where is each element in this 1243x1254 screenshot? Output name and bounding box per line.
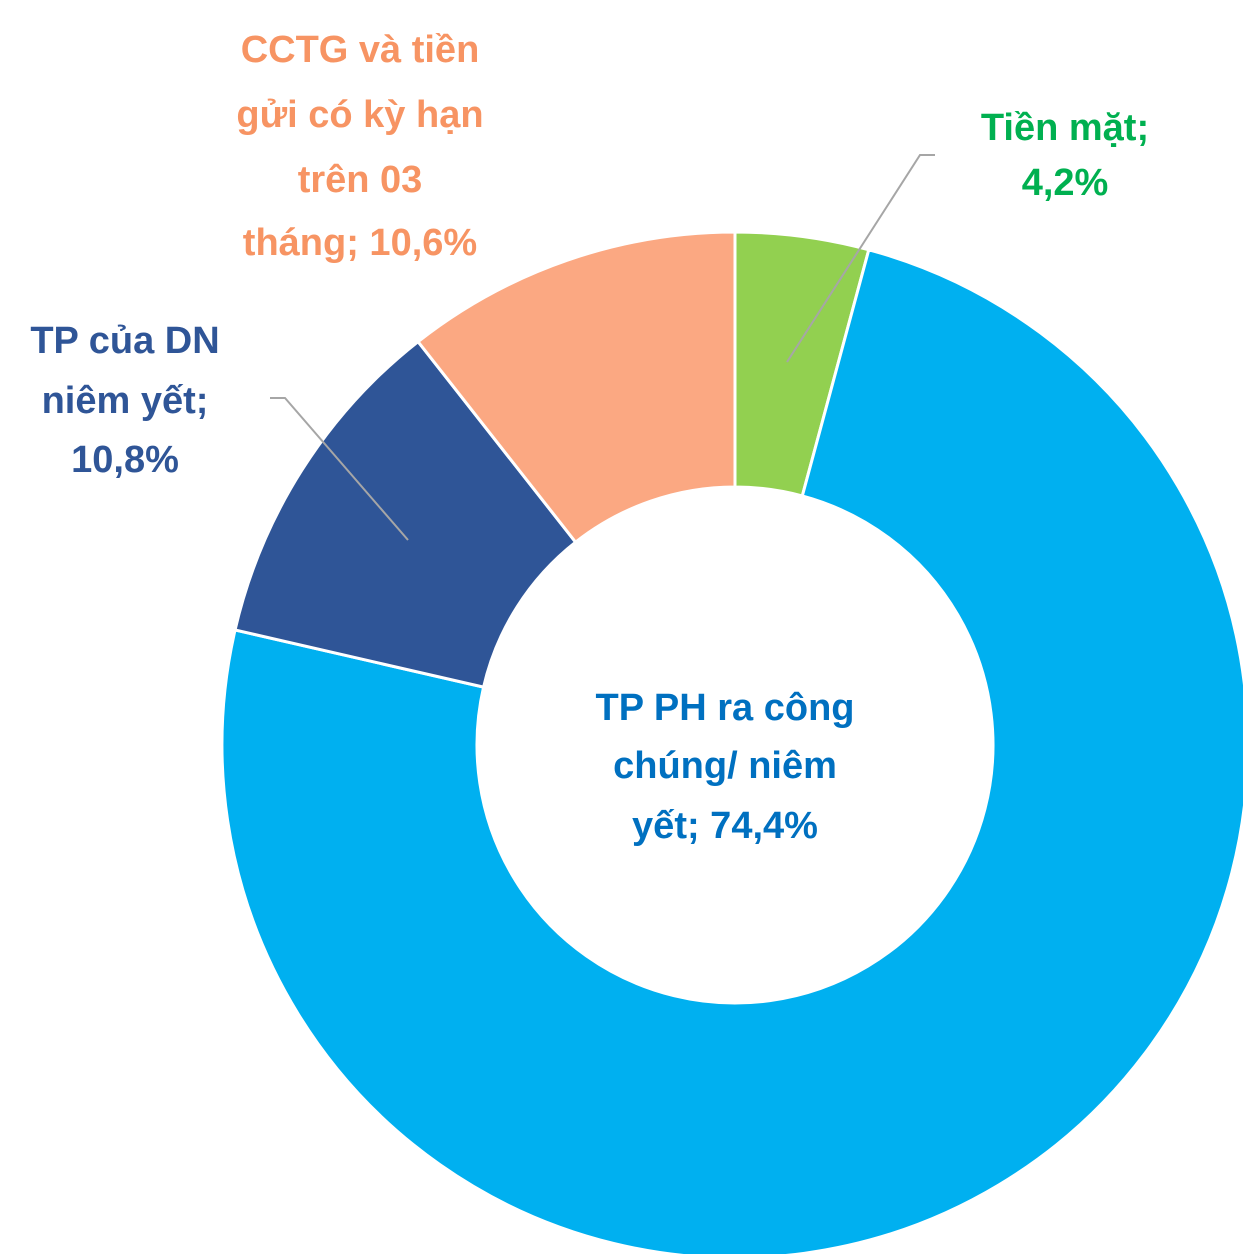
data-label: gửi có kỳ hạn xyxy=(236,94,483,136)
data-label: tháng; 10,6% xyxy=(243,222,477,264)
leader-line xyxy=(270,397,409,541)
data-label: 4,2% xyxy=(1022,162,1109,204)
data-label: 10,8% xyxy=(71,439,179,481)
data-label: trên 03 xyxy=(298,159,423,201)
slice xyxy=(415,230,737,545)
data-label: niêm yết; xyxy=(42,380,209,422)
data-label: chúng/ niêm xyxy=(613,745,837,787)
data-label: TP của DN xyxy=(30,320,219,362)
slices xyxy=(220,230,1243,1254)
data-label: yết; 74,4% xyxy=(632,805,818,847)
data-label: CCTG và tiền xyxy=(241,29,480,71)
slice xyxy=(220,247,1243,1254)
slice xyxy=(233,339,578,689)
labels: Tiền mặt; 4,2% TP PH ra công chúng/ niêm yết… xyxy=(30,29,1149,847)
leader-line xyxy=(786,154,935,363)
data-label: TP PH ra công xyxy=(595,687,854,729)
data-label: Tiền mặt; xyxy=(981,107,1149,149)
